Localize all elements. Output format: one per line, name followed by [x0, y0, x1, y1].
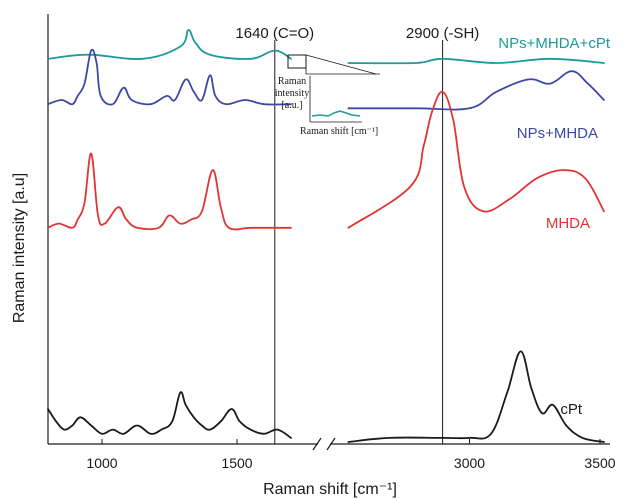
zoom-source-box	[287, 54, 307, 69]
series-line-nps-mhda-cpt-right	[347, 57, 605, 65]
inset-y-label-line-1: Raman	[278, 76, 306, 87]
series-label-nps-mhda: NPs+MHDA	[517, 125, 598, 142]
series-line-nps-mhda-right	[347, 70, 605, 111]
reference-lines	[274, 40, 444, 444]
series-line-nps-mhda-left	[47, 48, 292, 106]
series-line-mhda-left	[47, 152, 292, 231]
inset-y-label-line-2: intensity	[275, 88, 309, 99]
x-axis-title: Raman shift [cm⁻¹]	[263, 481, 397, 498]
series-label-nps-mhda-cpt: NPs+MHDA+cPt	[498, 35, 611, 52]
x-tick-label-1000: 1000	[86, 455, 117, 471]
inset-x-label: Raman shift [cm⁻¹]	[300, 126, 378, 137]
series-line-mhda-right	[347, 90, 605, 229]
annotation-2900: 2900 (-SH)	[406, 25, 479, 42]
y-axis-title: Raman intensity [a.u]	[11, 173, 28, 323]
x-tick-label-3000: 3000	[454, 455, 485, 471]
series-layer	[47, 29, 605, 443]
series-line-cpt-right	[347, 350, 605, 443]
x-tick-label-1500: 1500	[221, 455, 252, 471]
axis-break-mark-2	[326, 437, 336, 451]
axis-break-mark-1	[312, 437, 322, 451]
x-tick-label-3500: 3500	[584, 455, 615, 471]
series-line-nps-mhda-cpt-left	[47, 29, 292, 60]
series-labels: NPs+MHDA+cPt NPs+MHDA MHDA cPt	[498, 35, 611, 418]
annotation-1640: 1640 (C=O)	[235, 25, 314, 42]
inset-spectrum-line	[311, 110, 361, 117]
peak-annotations: 1640 (C=O) 2900 (-SH)	[235, 25, 479, 42]
zoom-connector-top	[305, 54, 377, 75]
series-label-cpt: cPt	[560, 401, 583, 418]
series-line-cpt-left	[47, 391, 292, 439]
inset-y-label-line-3: [a.u.]	[281, 100, 302, 111]
series-label-mhda: MHDA	[546, 215, 590, 232]
x-tick-labels: 1000 1500 3000 3500	[86, 439, 616, 471]
